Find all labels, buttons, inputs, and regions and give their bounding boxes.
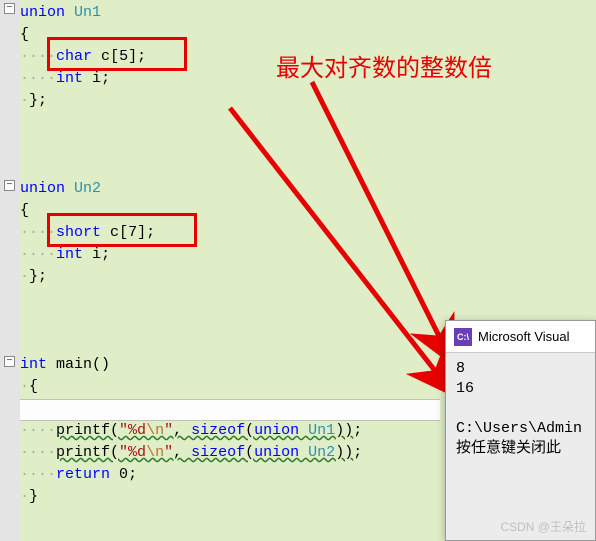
type-name: Un1	[74, 4, 101, 21]
annotation-text: 最大对齐数的整数倍	[276, 48, 492, 83]
keyword-union: union	[20, 4, 65, 21]
code-line: {	[20, 24, 29, 46]
fold-toggle-un2[interactable]: −	[4, 180, 15, 191]
code-line: ·};	[20, 266, 47, 288]
console-titlebar[interactable]: C:\ Microsoft Visual	[446, 321, 595, 353]
type-int: int	[56, 70, 83, 87]
code-line: {	[20, 200, 29, 222]
highlight-box-short-c7	[47, 213, 197, 247]
code-line: ····printf("%d\n", sizeof(union Un1));	[20, 420, 362, 442]
code-line: ····return 0;	[20, 464, 137, 486]
code-line: ····int i;	[20, 244, 110, 266]
code-line: union Un2	[20, 178, 101, 200]
console-output: 8 16 C:\Users\Admin 按任意键关闭此	[446, 353, 595, 465]
code-line: ·{	[20, 376, 38, 398]
fold-toggle-un1[interactable]: −	[4, 3, 15, 14]
vs-icon: C:\	[454, 328, 472, 346]
type-int: int	[56, 246, 83, 263]
current-line-highlight	[20, 399, 440, 421]
code-line: ····printf("%d\n", sizeof(union Un2));	[20, 442, 362, 464]
highlight-box-char-c5	[47, 37, 187, 71]
editor-gutter	[0, 0, 20, 541]
type-name: Un2	[74, 180, 101, 197]
console-title-text: Microsoft Visual	[478, 329, 570, 344]
type-int: int	[20, 356, 47, 373]
fold-toggle-main[interactable]: −	[4, 356, 15, 367]
code-line: ·};	[20, 90, 47, 112]
watermark: CSDN @王朵拉	[500, 518, 586, 535]
code-line: int main()	[20, 354, 110, 376]
code-line: ····int i;	[20, 68, 110, 90]
console-window[interactable]: C:\ Microsoft Visual 8 16 C:\Users\Admin…	[445, 320, 596, 541]
code-line: union Un1	[20, 2, 101, 24]
keyword-union: union	[20, 180, 65, 197]
code-line: ·}	[20, 486, 38, 508]
